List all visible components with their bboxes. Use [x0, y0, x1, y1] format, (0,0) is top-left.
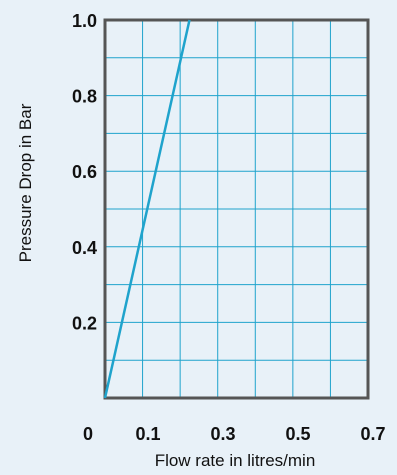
y-tick-label: 1.0 [72, 11, 97, 31]
series-layer [103, 19, 191, 399]
y-axis-title: Pressure Drop in Bar [16, 103, 35, 262]
x-tick-label: 0 [83, 424, 93, 444]
y-tick-label: 0.4 [72, 238, 97, 258]
grid-layer [105, 20, 368, 398]
plot-frame [103, 18, 370, 400]
x-tick-label: 0.3 [210, 424, 235, 444]
y-tick-labels: 0.2 0.4 0.6 0.8 1.0 [72, 11, 97, 333]
x-axis-title: Flow rate in litres/min [155, 451, 316, 470]
y-tick-label: 0.8 [72, 87, 97, 107]
series-line-1 [103, 19, 191, 399]
x-tick-label: 0.5 [285, 424, 310, 444]
x-tick-label: 0.7 [360, 424, 385, 444]
x-tick-label: 0.1 [135, 424, 160, 444]
x-tick-labels: 0 0.1 0.3 0.5 0.7 [83, 424, 386, 444]
y-tick-label: 0.2 [72, 313, 97, 333]
plot-border [103, 18, 370, 400]
y-tick-label: 0.6 [72, 162, 97, 182]
